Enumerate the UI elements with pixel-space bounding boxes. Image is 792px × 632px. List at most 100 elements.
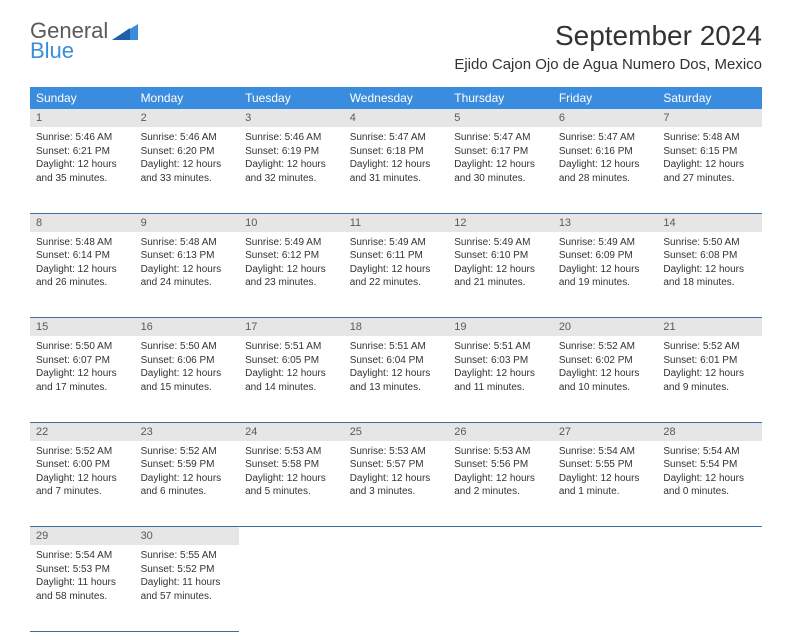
day-sunset: Sunset: 5:52 PM (141, 563, 234, 577)
day-cell (239, 545, 344, 631)
day-number: 9 (135, 213, 240, 232)
day-number: 25 (344, 422, 449, 441)
header: General Blue September 2024 Ejido Cajon … (30, 20, 762, 73)
day-number: 3 (239, 109, 344, 127)
day-cell: Sunrise: 5:52 AMSunset: 5:59 PMDaylight:… (135, 441, 240, 527)
day-cell: Sunrise: 5:52 AMSunset: 6:00 PMDaylight:… (30, 441, 135, 527)
day-cell: Sunrise: 5:51 AMSunset: 6:03 PMDaylight:… (448, 336, 553, 422)
day-sunset: Sunset: 5:56 PM (454, 458, 547, 472)
day-number-row: 1234567 (30, 109, 762, 127)
day-sunset: Sunset: 5:55 PM (559, 458, 652, 472)
day-d2: and 27 minutes. (663, 172, 756, 186)
day-sunrise: Sunrise: 5:55 AM (141, 549, 234, 563)
day-sunset: Sunset: 6:17 PM (454, 145, 547, 159)
day-number-row: 22232425262728 (30, 422, 762, 441)
day-cell: Sunrise: 5:50 AMSunset: 6:07 PMDaylight:… (30, 336, 135, 422)
day-d2: and 7 minutes. (36, 485, 129, 499)
day-sunrise: Sunrise: 5:46 AM (141, 131, 234, 145)
day-cell (553, 545, 658, 631)
day-cell: Sunrise: 5:47 AMSunset: 6:17 PMDaylight:… (448, 127, 553, 213)
day-cell: Sunrise: 5:46 AMSunset: 6:20 PMDaylight:… (135, 127, 240, 213)
day-cell: Sunrise: 5:50 AMSunset: 6:06 PMDaylight:… (135, 336, 240, 422)
day-sunset: Sunset: 6:06 PM (141, 354, 234, 368)
day-header: Tuesday (239, 87, 344, 109)
day-d1: Daylight: 12 hours (663, 472, 756, 486)
day-cell: Sunrise: 5:47 AMSunset: 6:18 PMDaylight:… (344, 127, 449, 213)
day-header: Thursday (448, 87, 553, 109)
day-header: Sunday (30, 87, 135, 109)
day-sunrise: Sunrise: 5:52 AM (36, 445, 129, 459)
day-number: 29 (30, 527, 135, 546)
day-number: 26 (448, 422, 553, 441)
day-sunset: Sunset: 6:14 PM (36, 249, 129, 263)
day-sunset: Sunset: 6:13 PM (141, 249, 234, 263)
day-d2: and 30 minutes. (454, 172, 547, 186)
day-cell: Sunrise: 5:54 AMSunset: 5:53 PMDaylight:… (30, 545, 135, 631)
day-sunrise: Sunrise: 5:47 AM (350, 131, 443, 145)
day-sunset: Sunset: 6:16 PM (559, 145, 652, 159)
day-sunrise: Sunrise: 5:51 AM (245, 340, 338, 354)
day-d1: Daylight: 12 hours (350, 263, 443, 277)
day-sunset: Sunset: 6:02 PM (559, 354, 652, 368)
day-number: 14 (657, 213, 762, 232)
day-d2: and 0 minutes. (663, 485, 756, 499)
day-d2: and 5 minutes. (245, 485, 338, 499)
day-d2: and 58 minutes. (36, 590, 129, 604)
day-cell (657, 545, 762, 631)
day-cell (448, 545, 553, 631)
day-sunrise: Sunrise: 5:50 AM (36, 340, 129, 354)
day-cell: Sunrise: 5:52 AMSunset: 6:01 PMDaylight:… (657, 336, 762, 422)
day-sunrise: Sunrise: 5:50 AM (141, 340, 234, 354)
day-cell: Sunrise: 5:53 AMSunset: 5:57 PMDaylight:… (344, 441, 449, 527)
day-number (657, 527, 762, 546)
day-number: 2 (135, 109, 240, 127)
day-sunset: Sunset: 5:58 PM (245, 458, 338, 472)
day-sunrise: Sunrise: 5:54 AM (36, 549, 129, 563)
day-number: 16 (135, 318, 240, 337)
day-cell: Sunrise: 5:49 AMSunset: 6:10 PMDaylight:… (448, 232, 553, 318)
day-cell: Sunrise: 5:49 AMSunset: 6:11 PMDaylight:… (344, 232, 449, 318)
day-d2: and 57 minutes. (141, 590, 234, 604)
day-sunset: Sunset: 6:08 PM (663, 249, 756, 263)
day-d1: Daylight: 12 hours (454, 367, 547, 381)
day-number: 10 (239, 213, 344, 232)
day-cell: Sunrise: 5:49 AMSunset: 6:12 PMDaylight:… (239, 232, 344, 318)
day-sunset: Sunset: 6:10 PM (454, 249, 547, 263)
day-content-row: Sunrise: 5:52 AMSunset: 6:00 PMDaylight:… (30, 441, 762, 527)
day-d2: and 17 minutes. (36, 381, 129, 395)
day-header: Wednesday (344, 87, 449, 109)
day-number: 23 (135, 422, 240, 441)
day-cell: Sunrise: 5:48 AMSunset: 6:15 PMDaylight:… (657, 127, 762, 213)
day-sunset: Sunset: 6:15 PM (663, 145, 756, 159)
day-d1: Daylight: 12 hours (559, 472, 652, 486)
day-header: Friday (553, 87, 658, 109)
day-number: 6 (553, 109, 658, 127)
day-sunrise: Sunrise: 5:47 AM (454, 131, 547, 145)
day-number: 18 (344, 318, 449, 337)
day-sunrise: Sunrise: 5:46 AM (36, 131, 129, 145)
day-cell: Sunrise: 5:51 AMSunset: 6:04 PMDaylight:… (344, 336, 449, 422)
day-cell: Sunrise: 5:46 AMSunset: 6:19 PMDaylight:… (239, 127, 344, 213)
day-number: 27 (553, 422, 658, 441)
day-cell: Sunrise: 5:52 AMSunset: 6:02 PMDaylight:… (553, 336, 658, 422)
day-content-row: Sunrise: 5:54 AMSunset: 5:53 PMDaylight:… (30, 545, 762, 631)
day-content-row: Sunrise: 5:46 AMSunset: 6:21 PMDaylight:… (30, 127, 762, 213)
day-sunrise: Sunrise: 5:46 AM (245, 131, 338, 145)
day-d1: Daylight: 12 hours (454, 158, 547, 172)
day-d1: Daylight: 12 hours (141, 158, 234, 172)
day-cell: Sunrise: 5:53 AMSunset: 5:58 PMDaylight:… (239, 441, 344, 527)
day-d2: and 33 minutes. (141, 172, 234, 186)
day-sunrise: Sunrise: 5:49 AM (245, 236, 338, 250)
day-number (344, 527, 449, 546)
day-sunrise: Sunrise: 5:47 AM (559, 131, 652, 145)
day-d1: Daylight: 12 hours (663, 158, 756, 172)
day-d1: Daylight: 12 hours (559, 158, 652, 172)
day-sunset: Sunset: 5:53 PM (36, 563, 129, 577)
day-sunset: Sunset: 6:18 PM (350, 145, 443, 159)
day-sunrise: Sunrise: 5:54 AM (663, 445, 756, 459)
day-sunset: Sunset: 6:05 PM (245, 354, 338, 368)
day-number: 24 (239, 422, 344, 441)
day-sunrise: Sunrise: 5:52 AM (141, 445, 234, 459)
day-number (448, 527, 553, 546)
day-sunset: Sunset: 6:00 PM (36, 458, 129, 472)
